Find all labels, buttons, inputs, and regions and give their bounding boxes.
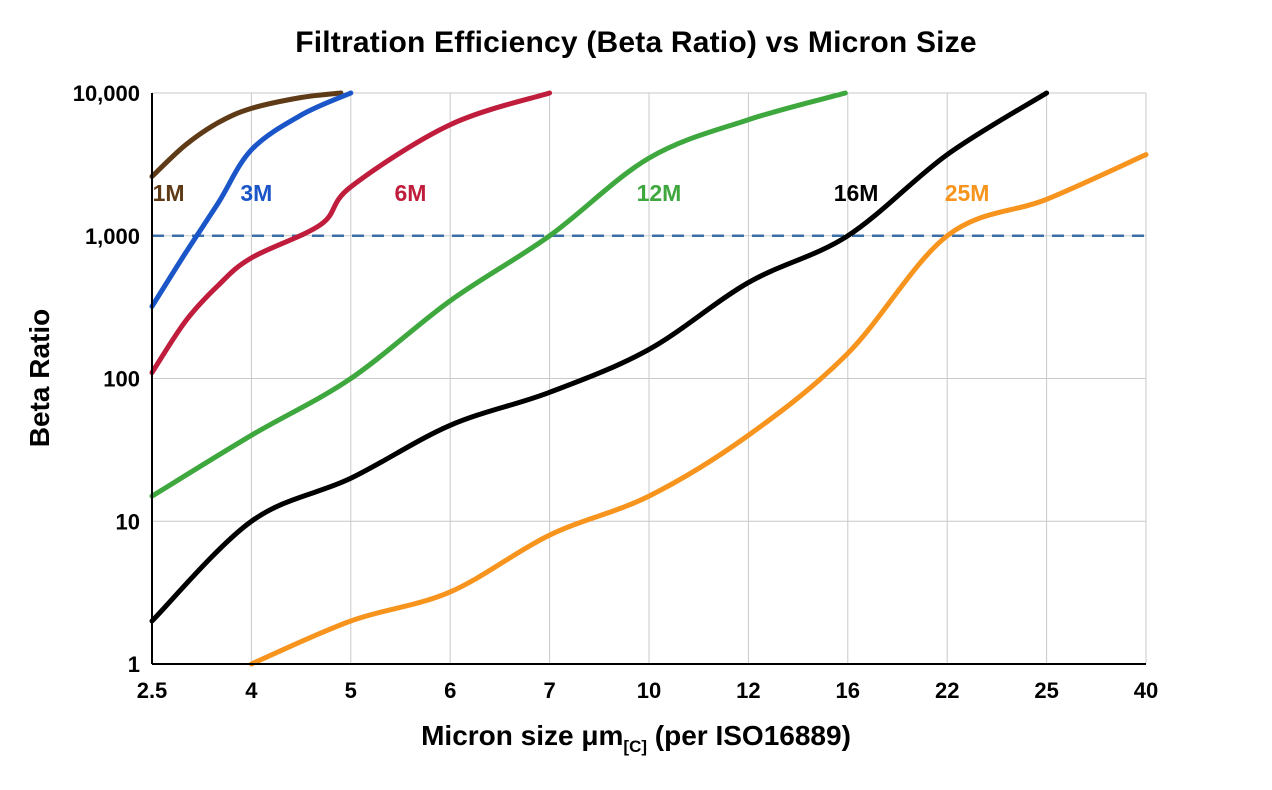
series-label-1M: 1M bbox=[153, 180, 185, 206]
series-label-16M: 16M bbox=[834, 180, 879, 206]
x-axis-label-subscript: [C] bbox=[623, 737, 648, 756]
chart-title: Filtration Efficiency (Beta Ratio) vs Mi… bbox=[295, 26, 977, 59]
x-tick-label-22: 22 bbox=[935, 678, 959, 703]
x-axis-label-suffix: (per ISO16889) bbox=[647, 720, 851, 751]
series-curve-3M bbox=[149, 90, 354, 309]
x-tick-label-4: 4 bbox=[245, 678, 258, 703]
series-label-25M: 25M bbox=[945, 180, 990, 206]
x-axis-label: Micron size μm[C] (per ISO16889) bbox=[0, 720, 1272, 757]
x-tick-label-6: 6 bbox=[444, 678, 456, 703]
x-tick-label-7: 7 bbox=[543, 678, 555, 703]
x-tick-label-16: 16 bbox=[836, 678, 860, 703]
y-tick-label-10: 10 bbox=[116, 509, 140, 534]
series-curve-25M bbox=[248, 152, 1149, 667]
x-tick-label-2.5: 2.5 bbox=[137, 678, 168, 703]
x-axis-label-main: Micron size μm bbox=[421, 720, 624, 751]
series-label-12M: 12M bbox=[637, 180, 682, 206]
series-curve-16M bbox=[149, 90, 1050, 624]
y-tick-label-1: 1 bbox=[128, 652, 140, 677]
x-tick-label-12: 12 bbox=[736, 678, 760, 703]
series-label-3M: 3M bbox=[240, 180, 272, 206]
series-curve-1M bbox=[149, 90, 344, 179]
x-tick-label-10: 10 bbox=[637, 678, 661, 703]
x-tick-label-25: 25 bbox=[1034, 678, 1058, 703]
y-tick-label-1,000: 1,000 bbox=[85, 224, 140, 249]
series-label-6M: 6M bbox=[394, 180, 426, 206]
series-curve-6M bbox=[149, 90, 553, 376]
x-tick-label-5: 5 bbox=[345, 678, 357, 703]
y-tick-label-100: 100 bbox=[103, 367, 140, 392]
x-tick-label-40: 40 bbox=[1134, 678, 1158, 703]
series-curve-12M bbox=[149, 90, 848, 499]
y-tick-label-10,000: 10,000 bbox=[73, 81, 140, 106]
